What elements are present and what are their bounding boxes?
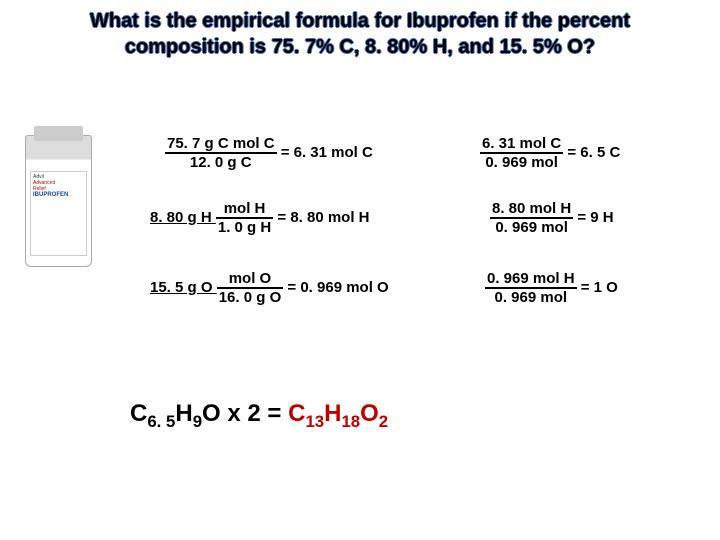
- c-left-eq: = 6. 31 mol C: [277, 144, 373, 161]
- final-h: H: [175, 400, 192, 427]
- final-c: C: [130, 400, 147, 427]
- h-left-eq: = 8. 80 mol H: [273, 209, 369, 226]
- final-h-sub: 9: [193, 412, 202, 431]
- final-rc: C: [288, 400, 305, 427]
- c-left-num: 75. 7 g C mol C: [165, 135, 277, 154]
- final-rh: H: [324, 400, 341, 427]
- h-left-frac: mol H 1. 0 g H: [216, 200, 273, 236]
- h-right-frac: 8. 80 mol H 0. 969 mol: [490, 200, 573, 236]
- h-right-num: 8. 80 mol H: [490, 200, 573, 219]
- c-left-frac: 75. 7 g C mol C 12. 0 g C: [165, 135, 277, 171]
- carbon-calc-left: 75. 7 g C mol C 12. 0 g C = 6. 31 mol C: [165, 135, 373, 171]
- o-right-den: 0. 969 mol: [485, 289, 577, 306]
- final-rh-sub: 18: [341, 412, 360, 431]
- bottle-brand: IBUPROFEN: [33, 192, 84, 198]
- oxygen-calc-left: 15. 5 g O mol O 16. 0 g O = 0. 969 mol O: [150, 270, 389, 306]
- o-left-eq: = 0. 969 mol O: [283, 279, 388, 296]
- c-right-frac: 6. 31 mol C 0. 969 mol: [480, 135, 563, 171]
- h-left-num: mol H: [216, 200, 273, 219]
- h-right-den: 0. 969 mol: [490, 219, 573, 236]
- c-left-den: 12. 0 g C: [165, 154, 277, 171]
- o-right-num: 0. 969 mol H: [485, 270, 577, 289]
- o-left-den: 16. 0 g O: [217, 289, 284, 306]
- o-right-eq: = 1 O: [577, 279, 618, 296]
- final-red: C13H18O2: [288, 400, 388, 427]
- final-formula: C6. 5H9O x 2 = C13H18O2: [130, 400, 388, 432]
- bottle-cap: [34, 126, 83, 141]
- slide-title: What is the empirical formula for Ibupro…: [0, 0, 720, 60]
- o-left-frac: mol O 16. 0 g O: [217, 270, 284, 306]
- hydrogen-calc-right: 8. 80 mol H 0. 969 mol = 9 H: [490, 200, 614, 236]
- final-c-sub: 6. 5: [147, 412, 175, 431]
- title-line-2: composition is 75. 7% C, 8. 80% H, and 1…: [125, 36, 595, 58]
- c-right-den: 0. 969 mol: [480, 154, 563, 171]
- o-left-lead: 15. 5 g O: [150, 279, 217, 296]
- final-rc-sub: 13: [305, 412, 324, 431]
- ibuprofen-bottle-image: Advil Advanced Relief IBUPROFEN: [25, 135, 92, 267]
- oxygen-calc-right: 0. 969 mol H 0. 969 mol = 1 O: [485, 270, 618, 306]
- o-right-frac: 0. 969 mol H 0. 969 mol: [485, 270, 577, 306]
- carbon-calc-right: 6. 31 mol C 0. 969 mol = 6. 5 C: [480, 135, 620, 171]
- h-left-lead: 8. 80 g H: [150, 209, 216, 226]
- title-line-1: What is the empirical formula for Ibupro…: [90, 10, 630, 32]
- o-left-num: mol O: [217, 270, 284, 289]
- h-left-den: 1. 0 g H: [216, 219, 273, 236]
- bottle-label: Advil Advanced Relief IBUPROFEN: [30, 171, 87, 256]
- final-o-eq: O x 2 =: [202, 400, 288, 427]
- c-right-eq: = 6. 5 C: [563, 144, 620, 161]
- hydrogen-calc-left: 8. 80 g H mol H 1. 0 g H = 8. 80 mol H: [150, 200, 370, 236]
- final-ro: O: [360, 400, 379, 427]
- final-ro-sub: 2: [379, 412, 388, 431]
- c-right-num: 6. 31 mol C: [480, 135, 563, 154]
- h-right-eq: = 9 H: [573, 209, 613, 226]
